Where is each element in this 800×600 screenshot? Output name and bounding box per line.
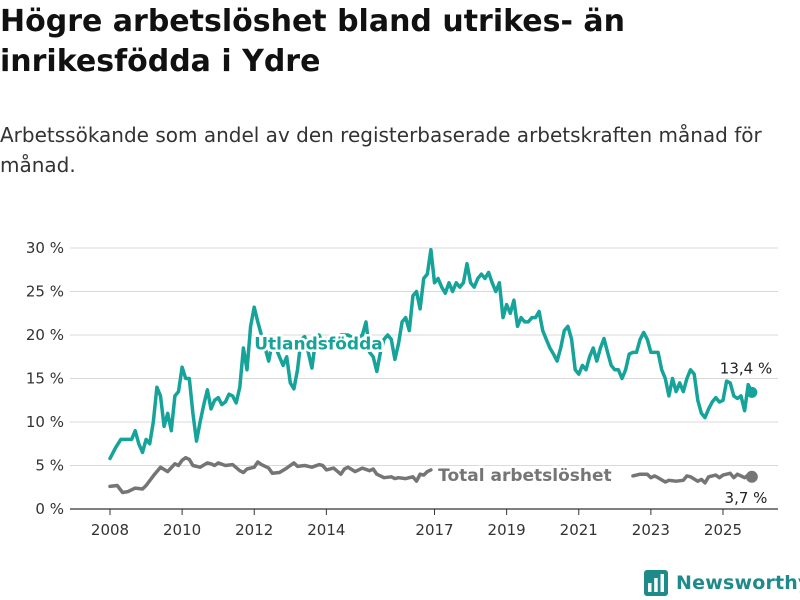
end-value-total: 3,7 % xyxy=(725,489,768,507)
x-tick-label: 2019 xyxy=(488,521,526,539)
series-label-utlandsfodda: Utlandsfödda xyxy=(254,335,383,355)
end-point-total xyxy=(745,470,758,483)
x-axis-ticks: 2008 2010 2012 2014 2017 2019 2021 2023 2025 xyxy=(91,509,742,539)
end-point-utlandsfodda xyxy=(746,386,758,398)
x-tick-label: 2010 xyxy=(163,521,201,539)
x-tick-label: 2017 xyxy=(415,521,453,539)
end-value-utlandsfodda: 13,4 % xyxy=(720,359,772,377)
brand-name: Newsworthy xyxy=(676,572,800,594)
y-tick-label: 30 % xyxy=(26,239,64,257)
series-label-total: Total arbetslöshet xyxy=(438,466,612,486)
gridlines xyxy=(70,247,778,510)
y-tick-label: 20 % xyxy=(26,326,64,344)
y-tick-label: 0 % xyxy=(35,500,64,518)
y-tick-label: 25 % xyxy=(26,283,64,301)
series-labels: 13,4 % 3,7 % Utlandsfödda Total arbetslöshe… xyxy=(252,332,772,507)
y-tick-label: 15 % xyxy=(26,370,64,388)
y-axis-ticks: 0 % 5 % 10 % 15 % 20 % 25 % 30 % xyxy=(26,239,64,518)
x-tick-label: 2025 xyxy=(704,521,742,539)
x-tick-label: 2012 xyxy=(235,521,273,539)
chart-title: Högre arbetslöshet bland utrikes- än inr… xyxy=(0,4,625,79)
y-tick-label: 5 % xyxy=(35,457,64,475)
chart-subtitle: Arbetssökande som andel av den registerb… xyxy=(0,123,762,177)
brand-logo: Newsworthy xyxy=(644,568,800,598)
x-tick-label: 2014 xyxy=(307,521,345,539)
series-line-total-continued xyxy=(631,471,754,485)
x-tick-label: 2008 xyxy=(91,521,129,539)
x-tick-label: 2021 xyxy=(560,521,598,539)
y-tick-label: 10 % xyxy=(26,413,64,431)
bar-chart-icon xyxy=(644,570,668,596)
series-line-total xyxy=(108,455,433,495)
series-line-utlandsfodda xyxy=(108,247,754,461)
series-lines xyxy=(108,247,758,495)
x-tick-label: 2023 xyxy=(632,521,670,539)
